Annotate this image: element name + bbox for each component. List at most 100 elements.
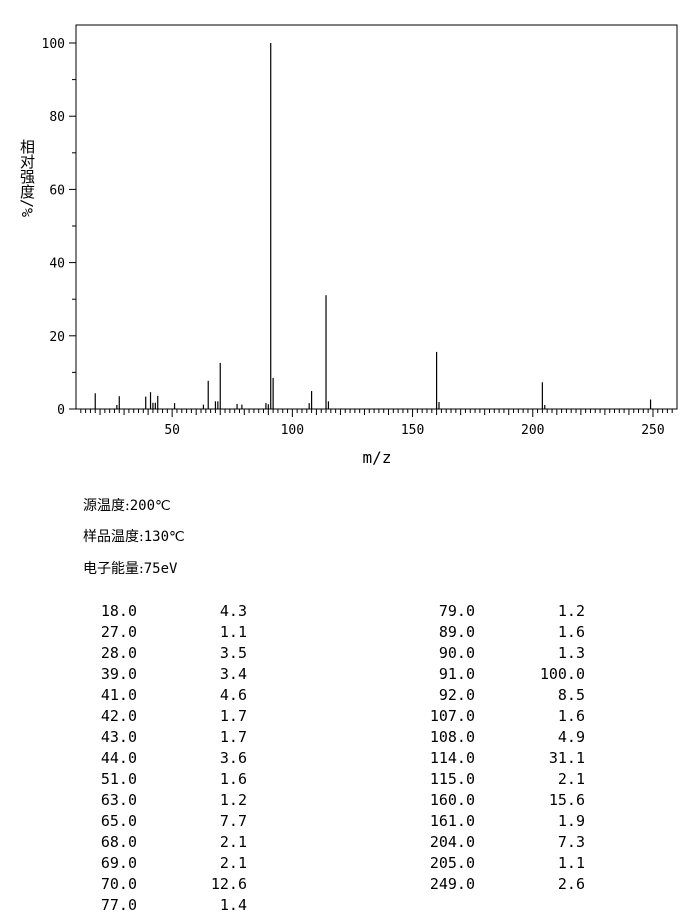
source-temperature: 源温度:200℃ (83, 495, 171, 515)
y-tick-label: 0 (57, 403, 65, 418)
peak-table-right: 79.0 1.2 89.0 1.6 90.0 1.3 91.0 100.0 92.0 8.5 107… (400, 601, 590, 895)
peak-table-row: 89.0 1.6 (400, 622, 590, 643)
peak-table-row: 42.0 1.7 (70, 706, 250, 727)
peak-mz-value: 90.0 (438, 644, 475, 662)
y-tick-label: 20 (49, 330, 65, 345)
peak-intensity-value: 1.7 (219, 728, 247, 746)
peak-mz-value: 92.0 (438, 686, 475, 704)
peak-mz-value: 65.0 (100, 812, 137, 830)
peak-mz-value: 114.0 (429, 749, 475, 767)
peak-intensity-value: 1.6 (557, 707, 585, 725)
peak-intensity-value: 7.7 (219, 812, 247, 830)
peak-table-row: 160.0 15.6 (400, 790, 590, 811)
peak-intensity-value: 1.2 (219, 791, 247, 809)
peak-mz-value: 63.0 (100, 791, 137, 809)
sample-temperature: 样品温度:130℃ (83, 526, 185, 546)
peak-table-row: 79.0 1.2 (400, 601, 590, 622)
peak-intensity-value: 1.6 (219, 770, 247, 788)
peak-table-row: 63.0 1.2 (70, 790, 250, 811)
source-temperature-label: 源温度: (83, 498, 130, 514)
peak-intensity-value: 1.3 (557, 644, 585, 662)
x-axis: 50 100 150 200 250 (80, 409, 673, 438)
x-tick-label: 100 (281, 423, 304, 438)
y-axis: 0 20 40 60 80 100 (42, 37, 76, 418)
peak-mz-value: 161.0 (429, 812, 475, 830)
peak-intensity-value: 4.9 (557, 728, 585, 746)
peak-mz-value: 44.0 (100, 749, 137, 767)
x-tick-label: 200 (521, 423, 544, 438)
sample-temperature-label: 样品温度: (83, 529, 144, 545)
peak-table-row: 91.0 100.0 (400, 664, 590, 685)
peak-mz-value: 108.0 (429, 728, 475, 746)
peak-intensity-value: 1.6 (557, 623, 585, 641)
mass-spectrum-chart: 0 20 40 60 80 100 50 100 150 200 250 m/z 相对强度/% (18, 24, 678, 467)
electron-energy-value: 75eV (143, 561, 178, 577)
peak-table-row: 41.0 4.6 (70, 685, 250, 706)
peak-intensity-value: 1.9 (557, 812, 585, 830)
peak-table-row: 39.0 3.4 (70, 664, 250, 685)
peak-intensity-value: 4.3 (219, 602, 247, 620)
peak-table-row: 161.0 1.9 (400, 811, 590, 832)
electron-energy: 电子能量:75eV (83, 558, 177, 578)
peak-table-row: 69.0 2.1 (70, 853, 250, 874)
peak-intensity-value: 8.5 (557, 686, 585, 704)
peak-mz-value: 18.0 (100, 602, 137, 620)
peak-mz-value: 77.0 (100, 896, 137, 914)
peak-table-row: 92.0 8.5 (400, 685, 590, 706)
peak-intensity-value: 3.5 (219, 644, 247, 662)
peak-table-row: 114.0 31.1 (400, 748, 590, 769)
peak-mz-value: 41.0 (100, 686, 137, 704)
x-tick-label: 50 (164, 423, 180, 438)
peak-intensity-value: 2.1 (219, 833, 247, 851)
x-tick-label: 150 (401, 423, 424, 438)
y-tick-label: 80 (49, 110, 65, 125)
peak-mz-value: 91.0 (438, 665, 475, 683)
peak-table-row: 205.0 1.1 (400, 853, 590, 874)
peak-intensity-value: 31.1 (548, 749, 585, 767)
peak-mz-value: 27.0 (100, 623, 137, 641)
peak-mz-value: 107.0 (429, 707, 475, 725)
x-tick-label: 250 (641, 423, 664, 438)
peak-mz-value: 28.0 (100, 644, 137, 662)
peak-intensity-value: 2.6 (557, 875, 585, 893)
peak-intensity-value: 1.4 (219, 896, 247, 914)
peak-intensity-value: 7.3 (557, 833, 585, 851)
peak-table-row: 44.0 3.6 (70, 748, 250, 769)
x-axis-label: m/z (363, 448, 392, 467)
peak-table-row: 204.0 7.3 (400, 832, 590, 853)
source-temperature-value: 200℃ (129, 498, 171, 514)
peak-intensity-value: 3.6 (219, 749, 247, 767)
peak-table-row: 77.0 1.4 (70, 895, 250, 916)
plot-frame (75, 24, 678, 410)
y-tick-label: 60 (49, 183, 65, 198)
peak-intensity-value: 1.1 (219, 623, 247, 641)
peak-table-row: 108.0 4.9 (400, 727, 590, 748)
peak-intensity-value: 2.1 (557, 770, 585, 788)
sample-temperature-value: 130℃ (143, 529, 185, 545)
peak-table-row: 90.0 1.3 (400, 643, 590, 664)
peak-table-left: 18.0 4.3 27.0 1.1 28.0 3.5 39.0 3.4 41.0 4.6 42.0 1… (70, 601, 250, 916)
peak-mz-value: 68.0 (100, 833, 137, 851)
peak-table-row: 107.0 1.6 (400, 706, 590, 727)
peak-mz-value: 51.0 (100, 770, 137, 788)
peak-table-row: 18.0 4.3 (70, 601, 250, 622)
peak-table-row: 115.0 2.1 (400, 769, 590, 790)
spectrum-peaks (94, 43, 652, 409)
peak-intensity-value: 15.6 (548, 791, 585, 809)
peak-intensity-value: 2.1 (219, 854, 247, 872)
peak-intensity-value: 4.6 (219, 686, 247, 704)
peak-mz-value: 249.0 (429, 875, 475, 893)
peak-intensity-value: 1.7 (219, 707, 247, 725)
peak-intensity-value: 1.2 (557, 602, 585, 620)
peak-mz-value: 115.0 (429, 770, 475, 788)
peak-mz-value: 43.0 (100, 728, 137, 746)
peak-intensity-value: 100.0 (539, 665, 585, 683)
peak-mz-value: 160.0 (429, 791, 475, 809)
peak-table-row: 249.0 2.6 (400, 874, 590, 895)
peak-intensity-value: 3.4 (219, 665, 247, 683)
peak-mz-value: 39.0 (100, 665, 137, 683)
y-axis-label: 相对强度/% (18, 139, 36, 217)
peak-table-row: 68.0 2.1 (70, 832, 250, 853)
peak-mz-value: 69.0 (100, 854, 137, 872)
electron-energy-label: 电子能量: (83, 561, 144, 577)
